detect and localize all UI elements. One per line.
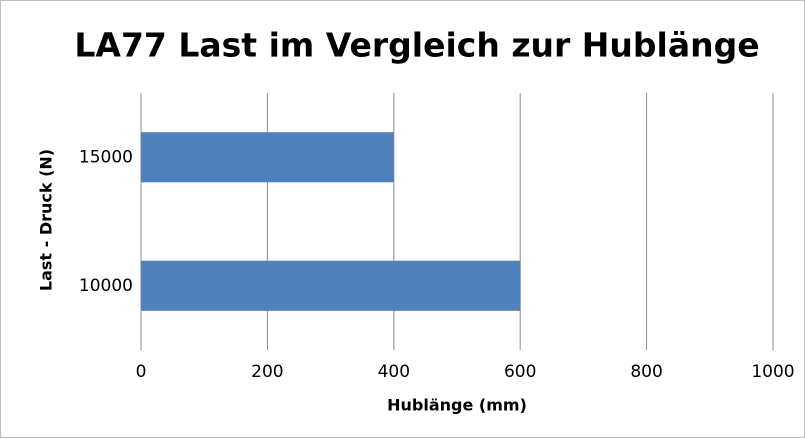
y-tick-label: 10000: [79, 276, 133, 296]
chart-title: LA77 Last im Vergleich zur Hublänge: [74, 26, 759, 65]
x-tick-label: 1000: [751, 362, 794, 382]
bar: [141, 132, 394, 183]
x-axis-label: Hublänge (mm): [387, 396, 527, 415]
y-axis-label: Last - Druck (N): [37, 149, 56, 291]
x-tick-label: 600: [504, 362, 536, 382]
x-tick-label: 200: [251, 362, 283, 382]
y-tick-label: 15000: [79, 147, 133, 167]
bar: [141, 260, 521, 311]
x-tick-label: 800: [630, 362, 662, 382]
x-tick-label: 0: [136, 362, 147, 382]
x-tick-label: 400: [378, 362, 410, 382]
